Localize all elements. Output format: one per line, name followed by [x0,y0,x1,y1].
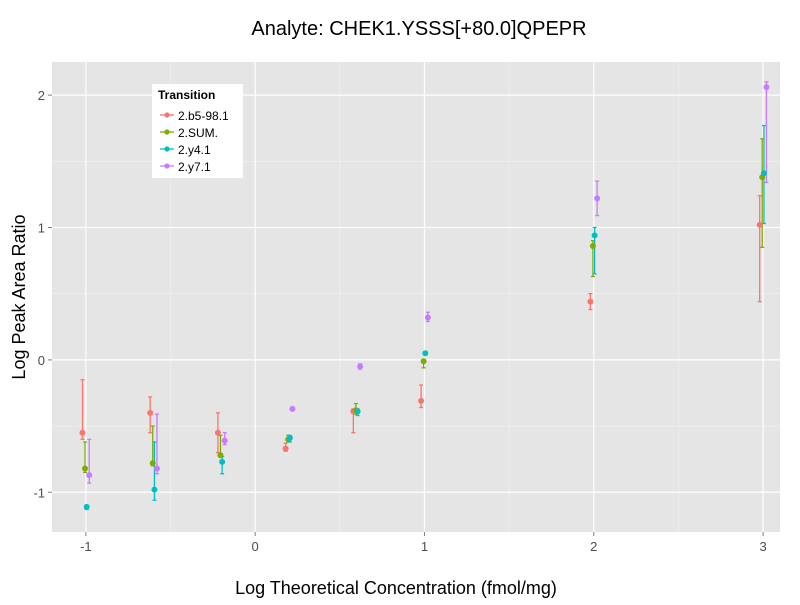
y-tick-label: 2 [38,88,45,103]
data-point [86,472,93,479]
x-tick-label: 3 [759,539,766,554]
x-tick-label: 1 [421,539,428,554]
legend-label: 2.b5-98.1 [178,109,229,123]
data-point [420,358,427,365]
data-point [418,397,425,404]
y-tick-label: 0 [38,353,45,368]
x-tick-label: 2 [590,539,597,554]
data-point [591,232,598,239]
legend-key-point [164,129,170,135]
data-point [589,243,596,250]
y-axis-label: Log Peak Area Ratio [9,214,29,379]
x-axis-label: Log Theoretical Concentration (fmol/mg) [235,578,557,598]
data-point [763,84,770,91]
data-point [587,298,594,305]
legend-items: 2.b5-98.1 2.SUM. 2.y4.1 2.y7.1 [160,109,229,174]
data-point [219,458,226,465]
data-point [217,452,224,459]
data-point [153,465,160,472]
data-point [422,350,429,357]
data-point [282,445,289,452]
data-point [83,503,90,510]
y-tick-label: -1 [33,485,45,500]
x-axis: -1 0 1 2 3 [80,532,767,554]
data-point [760,170,767,177]
data-point [151,486,158,493]
legend-title: Transition [158,88,215,102]
data-point [354,408,361,415]
data-point [424,314,431,321]
data-point [594,195,601,202]
chart-title: Analyte: CHEK1.YSSS[+80.0]QPEPR [251,18,586,40]
legend-label: 2.y4.1 [178,143,211,157]
legend: Transition 2.b5-98.1 2.SUM. 2.y4.1 2.y7.1 [152,84,243,178]
legend-label: 2.SUM. [178,126,218,140]
data-point [357,363,364,370]
data-point [221,437,228,444]
data-points [79,84,770,510]
data-point [147,409,154,416]
data-point [79,429,86,436]
y-axis: -1 0 1 2 [33,88,52,500]
y-tick-label: 1 [38,220,45,235]
data-point [756,221,763,228]
data-point [82,465,89,472]
legend-key-point [164,163,170,169]
data-point [286,435,293,441]
x-tick-label: -1 [80,539,92,554]
data-point [214,429,221,436]
x-tick-label: 0 [252,539,259,554]
legend-label: 2.y7.1 [178,160,211,174]
data-point [289,405,296,412]
legend-key-point [164,112,170,118]
legend-key-point [164,146,170,152]
data-point [149,460,156,467]
